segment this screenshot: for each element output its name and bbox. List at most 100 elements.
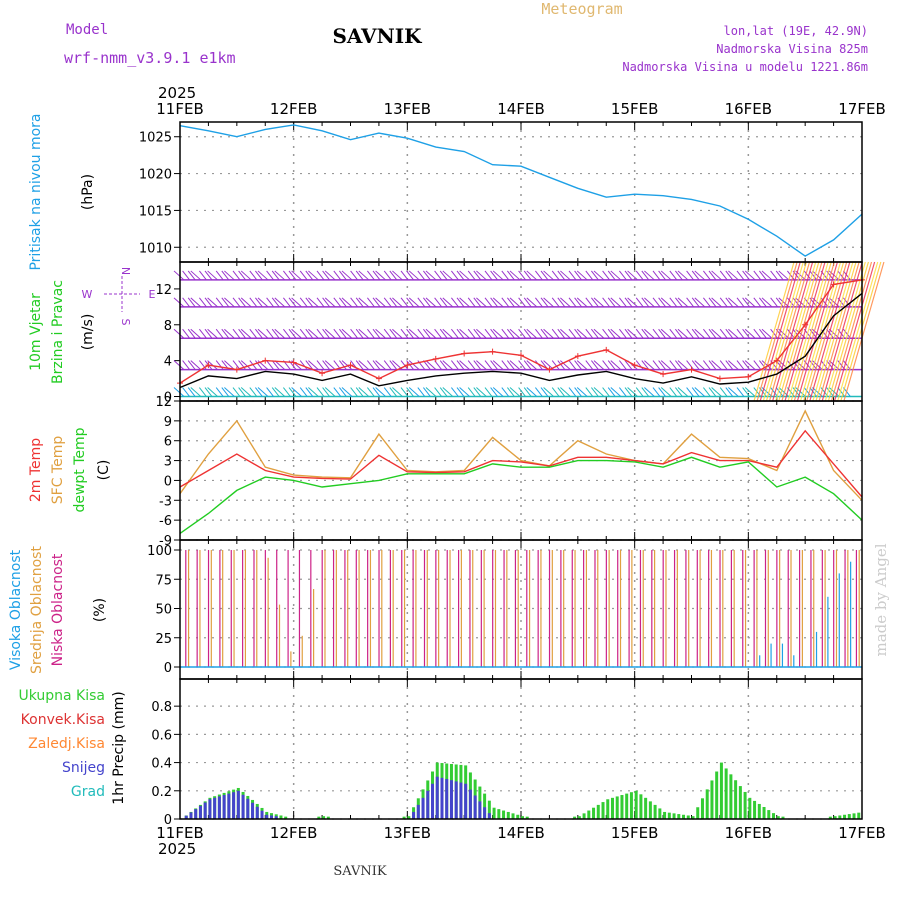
wind-barb [725, 297, 734, 308]
wind-barb [686, 360, 694, 370]
wind-barb [456, 270, 465, 281]
wind-barb [719, 387, 728, 397]
y-axis-label: Niska Oblacnost [50, 553, 66, 666]
wind-barb [182, 328, 190, 339]
wind-barb [691, 270, 700, 281]
date-label-bottom: 16FEB [725, 824, 772, 842]
wind-barb [492, 360, 504, 370]
wind-barb [400, 328, 409, 339]
wind-barb [190, 360, 202, 370]
wind-barb [423, 270, 431, 281]
y-tick-label: 3 [164, 455, 172, 470]
wind-barb [728, 387, 739, 397]
wind-barb [691, 297, 700, 308]
gust-marker [347, 362, 354, 369]
wind-barb [759, 360, 767, 370]
wind-barb [476, 297, 487, 308]
wind-barb [324, 328, 336, 339]
precip-bar [724, 768, 728, 819]
wind-barb [316, 360, 325, 370]
wind-barb [484, 387, 493, 397]
wind-barb [843, 360, 851, 370]
wind-barb [591, 270, 599, 281]
wind-barb [383, 270, 392, 281]
gust-marker [262, 357, 269, 364]
y-axis-label: 2m Temp [28, 438, 44, 502]
wind-barb [490, 360, 498, 370]
precip-bar [516, 814, 520, 819]
wind-barb [775, 387, 784, 397]
snow-bar [213, 797, 217, 819]
wind-barb [355, 297, 364, 308]
y-tick-label: 0.8 [151, 700, 172, 715]
wind-barb [518, 360, 526, 370]
wind-barb [434, 360, 442, 370]
precip-bar [762, 807, 766, 819]
wind-barb [658, 387, 666, 397]
wind-barb [792, 328, 801, 339]
snow-bar [217, 796, 221, 819]
wind-barb [703, 328, 711, 339]
precip-legend-item: Zaledj.Kisa [28, 736, 105, 752]
wind-barb [451, 387, 459, 397]
wind-barb [711, 297, 722, 308]
wind-hatch [765, 261, 807, 402]
y-axis-label: 1hr Precip (mm) [111, 691, 127, 804]
wind-barb [224, 387, 235, 397]
wind-barb [809, 387, 818, 397]
compass-cross [104, 276, 140, 312]
wind-barb [173, 387, 185, 397]
precip-bar [625, 793, 629, 819]
y-tick-label: 1025 [139, 131, 172, 146]
wind-barb [641, 360, 650, 370]
wind-barb [400, 387, 409, 397]
precip-bar [644, 797, 648, 819]
wind-barb [619, 360, 627, 370]
precip-bar [838, 815, 842, 819]
wind-hatch [830, 261, 873, 402]
wind-barb [809, 270, 818, 281]
wind-barb [610, 387, 622, 397]
wind-barb [677, 270, 689, 281]
wind-barb [610, 297, 622, 308]
precip-legend-item: Konvek.Kisa [21, 712, 105, 728]
wind-barb [367, 270, 375, 281]
wind-barb [509, 328, 521, 339]
date-label-top: 13FEB [384, 100, 431, 118]
wind-barb [266, 387, 274, 397]
wind-barb [232, 270, 241, 281]
wind-barb [591, 328, 599, 339]
precip-bar [710, 780, 714, 819]
precip-bar [700, 798, 704, 819]
wind-barb [591, 360, 599, 370]
wind-barb [711, 328, 722, 339]
wind-barb [607, 360, 616, 370]
wind-barb [652, 270, 661, 281]
wind-barb [215, 387, 224, 397]
y-tick-label: -6 [159, 514, 172, 529]
gust-marker [205, 362, 212, 369]
wind-barb [339, 297, 347, 308]
wind-barb [725, 387, 734, 397]
wind-barb [372, 387, 381, 397]
wind-barb [526, 328, 538, 339]
wind-barb [288, 270, 297, 281]
panel-frame [179, 400, 863, 541]
wind-barb [249, 328, 258, 339]
wind-barb [770, 328, 778, 339]
wind-barb [523, 297, 532, 308]
wind-barb [434, 297, 442, 308]
wind-barb [383, 360, 392, 370]
wind-barb [459, 270, 470, 281]
wind-barb [778, 270, 790, 281]
wind-barb [523, 387, 532, 397]
chart-title: SAVNIK [332, 24, 422, 48]
wind-barb [610, 360, 622, 370]
wind-barb [691, 387, 700, 397]
wind-barb [372, 328, 381, 339]
wind-barb [551, 360, 560, 370]
wind-barb [490, 270, 498, 281]
y-axis-label: 10m Vjetar [28, 293, 44, 371]
wind-barb [607, 387, 616, 397]
